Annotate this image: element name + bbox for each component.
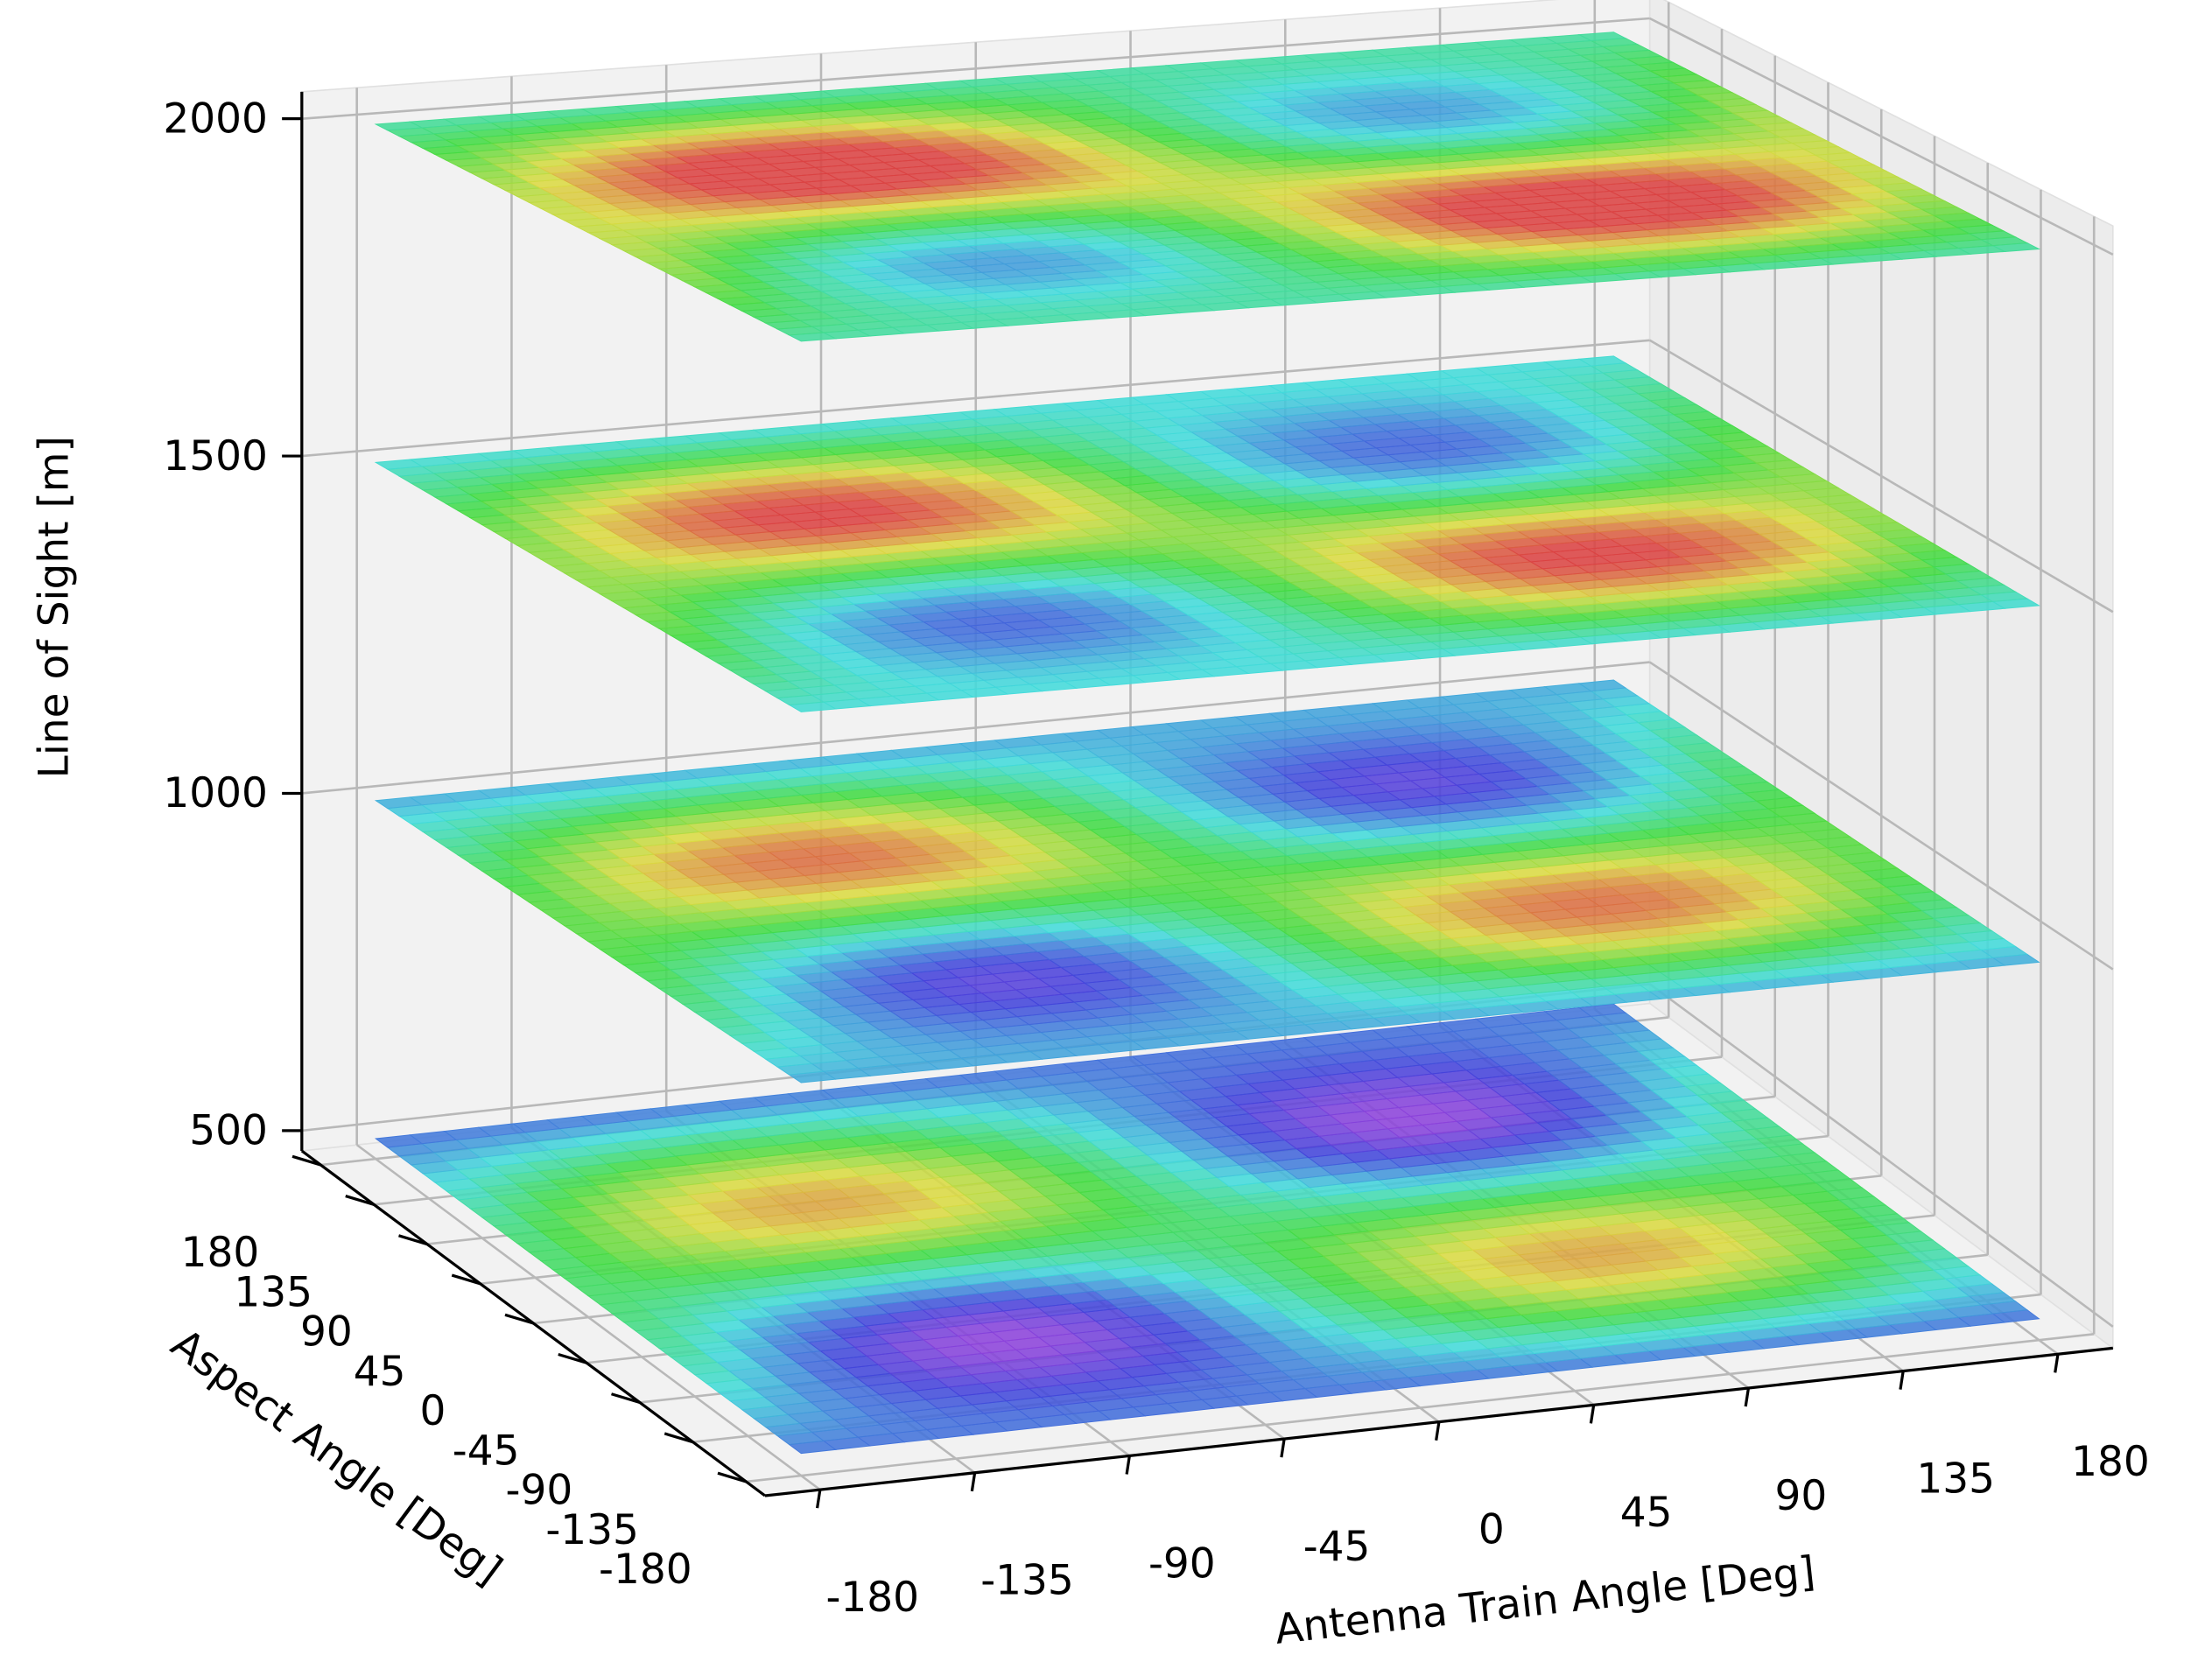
grid-line (1648, 661, 2114, 971)
grid-line (301, 661, 1650, 795)
surface (374, 1003, 2040, 1455)
surfaces (374, 32, 2041, 1455)
grid-line (746, 1333, 2095, 1483)
grid-line (301, 339, 1650, 458)
grid-line (1649, 339, 2114, 614)
grid-line (1648, 983, 2114, 1328)
grid-line (301, 17, 1650, 120)
grid-line (1649, 17, 2114, 256)
